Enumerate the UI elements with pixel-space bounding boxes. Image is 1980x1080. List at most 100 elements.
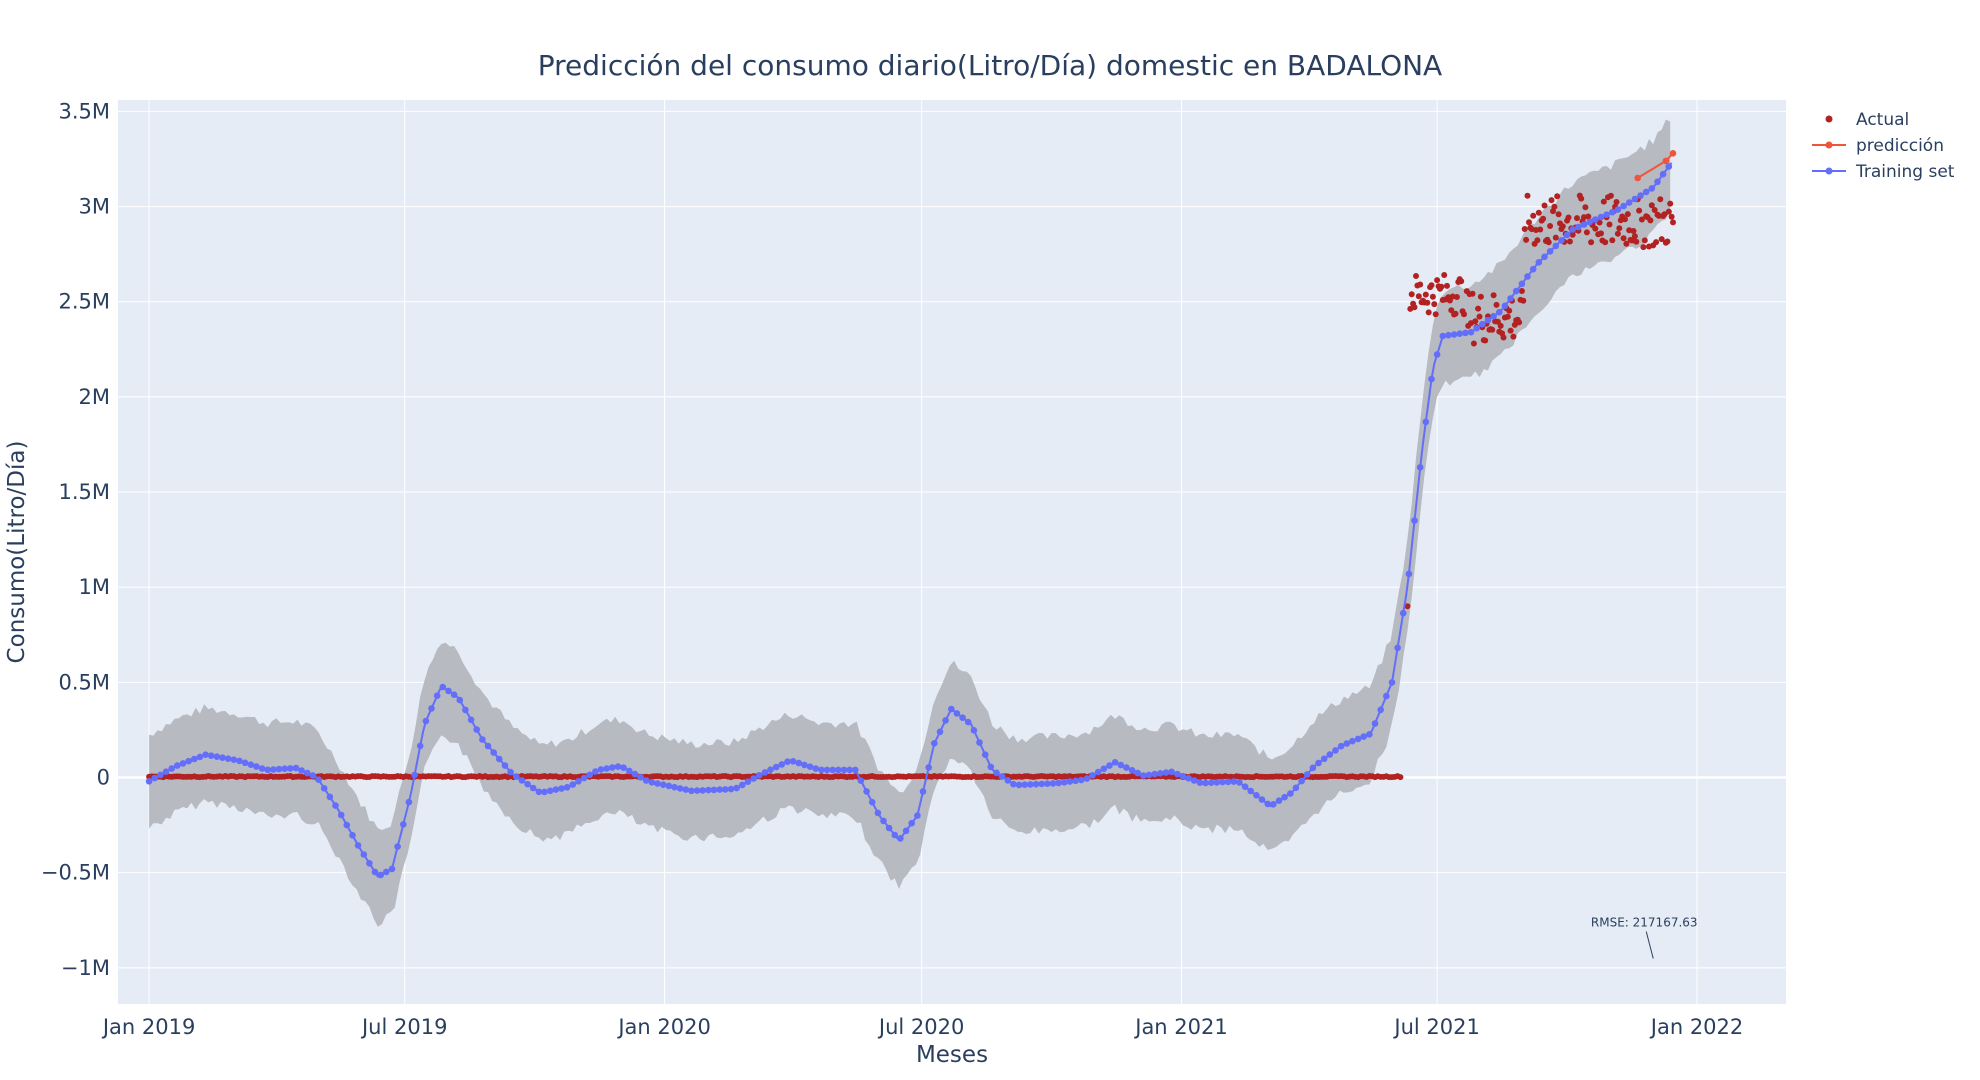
training-set-point (1213, 779, 1221, 786)
actual-point (1438, 283, 1445, 290)
training-set-point (936, 728, 944, 736)
training-set-point (275, 765, 283, 773)
training-set-point (253, 763, 260, 770)
actual-point (1602, 239, 1609, 246)
training-set-point (1609, 208, 1616, 216)
actual-point (1559, 223, 1566, 230)
y-axis-ticks: −1M −0.5M 0 0.5M 1M 1.5M 2M 2.5M 3M 3.5M (41, 99, 110, 979)
training-set-point (1631, 195, 1639, 203)
actual-point (1413, 273, 1419, 279)
training-set-point (784, 758, 791, 765)
legend-item[interactable]: predicción (1812, 136, 1944, 156)
training-set-point (1089, 772, 1096, 779)
training-set-point (332, 802, 339, 809)
actual-point (1554, 193, 1561, 200)
actual-point (1648, 202, 1655, 209)
actual-point (1516, 319, 1523, 326)
legend-item[interactable]: Training set (1812, 162, 1955, 182)
training-set-point (1614, 206, 1622, 213)
actual-point (1422, 291, 1429, 298)
training-set-point (383, 868, 390, 876)
training-set-point (868, 798, 876, 806)
actual-point (1668, 213, 1675, 220)
actual-point (1535, 209, 1542, 216)
x-tick-label: Jan 2021 (1133, 1015, 1228, 1039)
training-set-point (174, 762, 181, 769)
actual-point (1555, 211, 1562, 218)
training-set-point (1484, 316, 1492, 324)
training-set-point (840, 766, 848, 774)
training-set-point (1140, 772, 1147, 779)
actual-point (1497, 322, 1504, 329)
actual-point (1404, 603, 1411, 610)
actual-point (1641, 237, 1648, 244)
training-set-point (219, 754, 226, 761)
actual-point (1470, 340, 1477, 347)
actual-point (1636, 207, 1643, 214)
training-set-point (818, 766, 825, 774)
actual-point (1606, 221, 1613, 228)
training-set-point (1094, 768, 1102, 776)
actual-point (1578, 195, 1585, 202)
training-set-point (1247, 787, 1254, 795)
training-set-point (445, 687, 452, 695)
training-set-point (236, 757, 243, 765)
training-set-point (1315, 759, 1322, 767)
training-set-point (371, 868, 379, 876)
training-set-point (688, 787, 695, 795)
training-set-point (1456, 330, 1463, 338)
training-set-point (1462, 329, 1469, 337)
prediccion-point (1669, 150, 1677, 157)
actual-point (1598, 230, 1604, 237)
actual-point (1607, 192, 1614, 199)
training-set-point (902, 827, 910, 835)
actual-point (1415, 293, 1422, 300)
training-set-point (1179, 772, 1187, 780)
training-set-point (366, 860, 373, 867)
annotation-arrow (1645, 931, 1654, 959)
training-set-point (1541, 253, 1548, 261)
training-set-point (467, 716, 475, 724)
training-set-point (1162, 769, 1170, 776)
training-set-point (1021, 781, 1028, 788)
training-set-point (1117, 761, 1125, 769)
training-set-point (1196, 779, 1204, 786)
training-set-point (179, 760, 187, 767)
training-set-point (1642, 188, 1650, 196)
training-set-point (755, 772, 763, 779)
training-set-point (349, 832, 356, 839)
training-set-point (1298, 777, 1305, 785)
actual-point (1506, 307, 1513, 314)
actual-point (1640, 244, 1647, 251)
actual-point (1582, 204, 1589, 211)
training-set-point (761, 769, 769, 776)
training-set-point (1128, 767, 1136, 774)
training-set-point (569, 781, 577, 788)
training-set-point (592, 768, 599, 775)
actual-point (1616, 225, 1623, 232)
training-set-point (1496, 308, 1503, 316)
training-set-point (1219, 778, 1226, 786)
actual-point (1624, 211, 1631, 218)
training-set-point (953, 710, 961, 717)
training-set-point (1055, 779, 1062, 787)
actual-point (1569, 231, 1576, 238)
legend-item[interactable]: Actual (1825, 110, 1910, 130)
actual-point (1524, 192, 1531, 199)
training-set-point (456, 696, 464, 704)
training-set-point (823, 766, 831, 774)
training-set-point (891, 831, 899, 839)
actual-point (1665, 208, 1672, 215)
training-set-point (1320, 755, 1328, 763)
training-set-point (501, 762, 509, 769)
actual-point (1431, 301, 1438, 308)
training-set-point (1405, 570, 1413, 578)
actual-point (1521, 226, 1528, 232)
y-tick-label: −0.5M (41, 861, 110, 885)
training-set-point (671, 783, 678, 791)
training-set-point (292, 764, 300, 772)
training-set-point (1207, 779, 1215, 786)
legend[interactable]: Actual predicción Training set (1812, 110, 1955, 182)
training-set-point (320, 785, 328, 792)
training-set-point (722, 786, 729, 793)
